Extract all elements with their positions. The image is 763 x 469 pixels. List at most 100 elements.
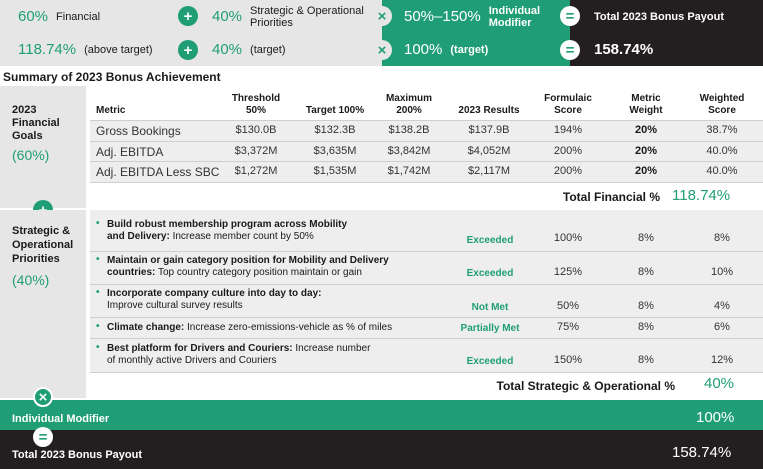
header-threshold-1: Threshold [231,93,281,104]
header-target: Target 100% [305,105,365,116]
times-icon: × [372,6,392,26]
strat-row-title-cont: and Delivery: [107,231,170,242]
payout-label-top: Total 2023 Bonus Payout [594,10,724,23]
strategic-side-label-2: Operational [12,239,74,251]
divider [90,372,763,373]
formula-row-weights: 60% Financial 40% Strategic & Operationa… [0,0,763,33]
total-financial-value: 118.74% [672,187,731,204]
header-score-1: Formulaic [544,93,592,104]
total-financial-label: Total Financial % [562,190,660,204]
strat-row-score: 125% [553,266,583,278]
strat-row-weighted: 6% [714,321,730,333]
strat-row-weight: 8% [638,321,654,333]
fin-row-score: 200% [553,165,583,177]
divider [90,161,763,162]
financial-side-label-2: Financial [12,117,60,129]
divider [90,251,763,252]
payout-label-cell: Total 2023 Bonus Payout [570,0,763,33]
bullet-icon: • [96,321,100,332]
summary-title: Summary of 2023 Bonus Achievement [3,70,221,84]
strategic-weight-label: Strategic & Operational Priorities [250,4,364,29]
financial-weight-pct: 60% [18,8,49,25]
bullet-icon: • [96,287,100,298]
header-metric: Metric [96,105,126,116]
divider [90,317,763,318]
fin-row-maximum: $3,842M [387,145,431,157]
modifier-range-label: Individual Modifier [488,4,541,29]
header-maximum-2: 200% [396,105,422,116]
financial-result-cell: 118.74% (above target) [0,33,186,66]
strat-row-title: Build robust membership program across M… [107,219,348,230]
strategic-rows-band [90,210,763,372]
header-maximum-1: Maximum [385,93,433,104]
fin-row-score: 200% [553,145,583,157]
header-weight-1: Metric [631,93,661,104]
modifier-result-cell: 100% (target) [382,33,570,66]
strat-row-desc: Top country category position maintain o… [157,267,362,278]
equals-icon: = [560,6,580,26]
financial-result-note: (above target) [84,43,153,56]
fin-row-target: $132.3B [314,124,356,136]
strat-row-weighted: 4% [714,300,730,312]
fin-row-maximum: $1,742M [387,165,431,177]
strat-row-text: Climate change: Increase zero-emissions-… [107,322,392,334]
fin-row-target: $3,635M [313,145,357,157]
strat-row-status: Exceeded [466,356,514,367]
strat-row-status: Exceeded [466,235,514,246]
header-threshold-2: 50% [245,105,266,116]
fin-row-score: 194% [553,124,583,136]
payout-result-cell: 158.74% [570,33,763,66]
bullet-icon: • [96,254,100,265]
individual-modifier-value: 100% [696,409,735,426]
strat-row-text: Maintain or gain category position for M… [107,255,389,279]
modifier-result-note: (target) [450,43,489,56]
total-payout-band [0,430,763,469]
strat-row-desc: Improve cultural survey results [107,300,243,311]
fin-row-threshold: $130.0B [235,124,277,136]
modifier-result-value: 100% [404,41,443,58]
fin-row-maximum: $138.2B [388,124,430,136]
individual-modifier-band [0,400,763,430]
strategic-side-label-1: Strategic & [12,225,71,237]
plus-icon: + [178,6,198,26]
strat-row-score: 150% [553,354,583,366]
strat-row-weight: 8% [638,354,654,366]
bullet-icon: • [96,218,100,229]
strat-row-text: Build robust membership program across M… [107,219,347,243]
payout-result-value: 158.74% [594,41,654,58]
plus-icon: + [178,40,198,60]
strategic-result-value: 40% [212,41,243,58]
formula-row-results: 118.74% (above target) 40% (target) 100%… [0,33,763,66]
strat-row-text: Incorporate company culture into day to … [107,288,321,312]
fin-row-weighted: 38.7% [706,124,738,136]
strategic-result-cell: 40% (target) [186,33,382,66]
equals-icon: = [33,427,53,447]
strat-row-status: Exceeded [466,268,514,279]
header-weighted-2: Score [708,105,736,116]
fin-row-results: $2,117M [468,165,510,177]
financial-weight-label: Financial [56,10,101,23]
strat-row-desc: Increase member count by 50% [172,231,314,242]
times-icon: × [372,40,392,60]
financial-side-label-1: 2023 [12,104,37,116]
financial-side-label-3: Goals [12,130,43,142]
strategic-weight-cell: 40% Strategic & Operational Priorities [186,0,382,33]
strat-row-weighted: 12% [710,354,734,366]
strategic-result-note: (target) [250,43,286,56]
times-icon: × [33,387,53,407]
strategic-side-panel [0,210,86,398]
fin-row-weighted: 40.0% [706,145,738,157]
fin-row-results: $137.9B [468,124,510,136]
individual-modifier-label: Individual Modifier [12,413,110,425]
total-strategic-label: Total Strategic & Operational % [496,379,675,393]
strat-row-status: Not Met [471,302,509,313]
strat-row-title: Climate change: [107,322,185,333]
fin-row-metric: Gross Bookings [96,124,181,138]
divider [90,284,763,285]
fin-row-weighted: 40.0% [706,165,738,177]
modifier-range-value: 50%–150% [404,8,481,25]
total-payout-label: Total 2023 Bonus Payout [12,449,142,461]
strat-row-score: 50% [556,300,580,312]
equals-icon: = [560,40,580,60]
strategic-side-pct: (40%) [12,272,50,288]
